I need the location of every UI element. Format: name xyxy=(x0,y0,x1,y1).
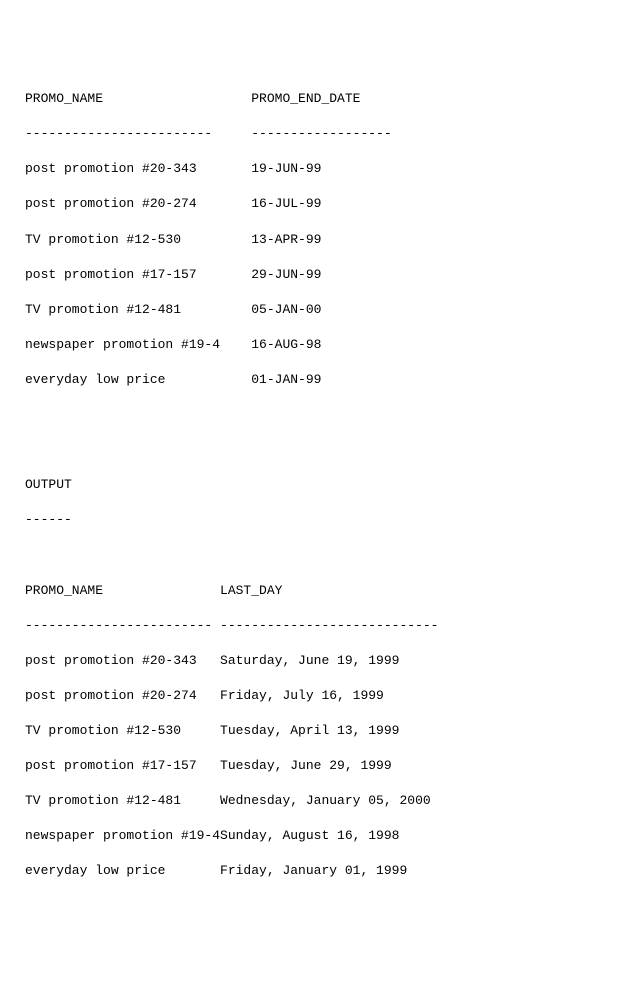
table-row: everyday low price 01-JAN-99 xyxy=(25,371,618,389)
blank xyxy=(25,441,618,459)
t2-dash: ------------------------ ---------------… xyxy=(25,617,618,635)
table-row: TV promotion #12-530 13-APR-99 xyxy=(25,231,618,249)
output-dash: ------ xyxy=(25,511,618,529)
table-row: post promotion #20-274 Friday, July 16, … xyxy=(25,687,618,705)
table-row: post promotion #17-157 Tuesday, June 29,… xyxy=(25,757,618,775)
table-row: TV promotion #12-481 Wednesday, January … xyxy=(25,792,618,810)
table-row: post promotion #17-157 29-JUN-99 xyxy=(25,266,618,284)
table-row: post promotion #20-343 Saturday, June 19… xyxy=(25,652,618,670)
table-row: TV promotion #12-530 Tuesday, April 13, … xyxy=(25,722,618,740)
blank xyxy=(25,406,618,424)
table-row: newspaper promotion #19-4Sunday, August … xyxy=(25,827,618,845)
table-row: everyday low price Friday, January 01, 1… xyxy=(25,862,618,880)
table-row: newspaper promotion #19-4 16-AUG-98 xyxy=(25,336,618,354)
table-row: post promotion #20-343 19-JUN-99 xyxy=(25,160,618,178)
table-row: post promotion #20-274 16-JUL-99 xyxy=(25,195,618,213)
t1-header: PROMO_NAME PROMO_END_DATE xyxy=(25,90,618,108)
table-row: TV promotion #12-481 05-JAN-00 xyxy=(25,301,618,319)
t1-dash: ------------------------ ---------------… xyxy=(25,125,618,143)
blank xyxy=(25,546,618,564)
output-label: OUTPUT xyxy=(25,476,618,494)
t2-header: PROMO_NAME LAST_DAY xyxy=(25,582,618,600)
